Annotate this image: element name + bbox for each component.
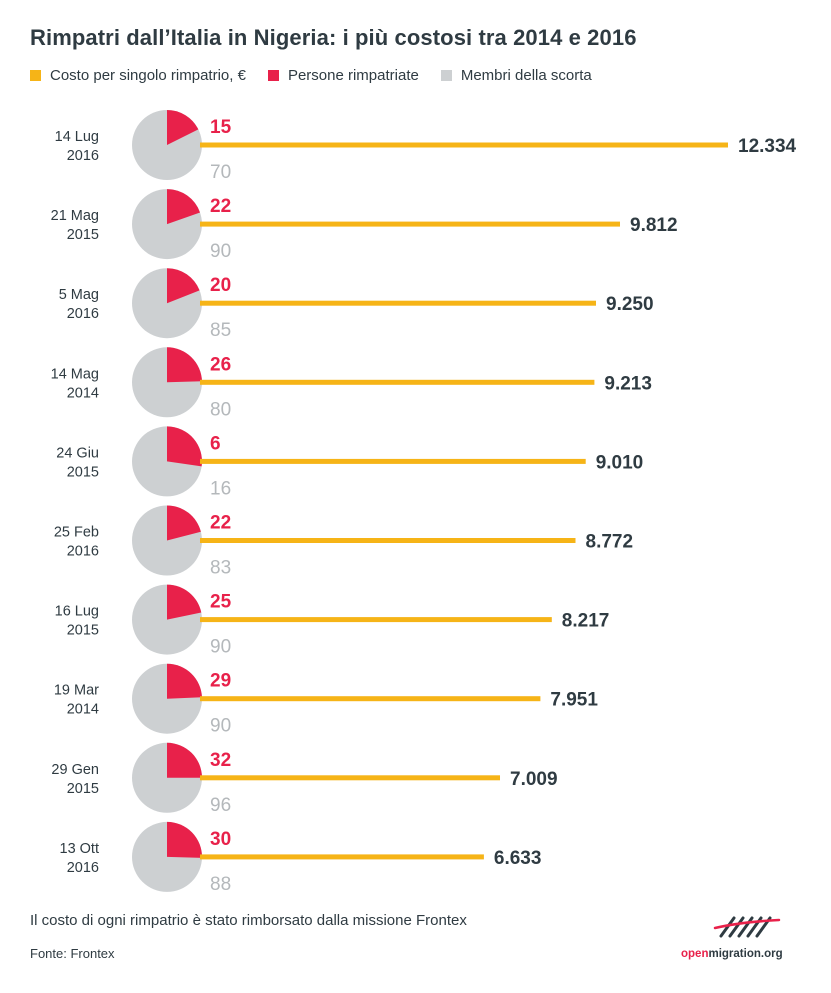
pie-slice-repatriated (167, 742, 202, 778)
cost-bar (200, 696, 541, 702)
repatriated-value-label: 25 (210, 592, 232, 613)
logo-wordmark-rest: migration.org (708, 948, 783, 960)
pie-slice-repatriated (167, 505, 201, 541)
category-label: 21 Mag 2015 (51, 208, 99, 243)
legend-item-escort: Membri della scorta (440, 67, 592, 84)
category-label: 14 Mag 2014 (51, 366, 99, 401)
pie-slice-repatriated (167, 347, 202, 383)
legend-item-repatriated: Persone rimpatriate (267, 67, 419, 84)
category-label: 24 Giu 2015 (56, 445, 99, 480)
pie-slice-repatriated (167, 189, 201, 225)
repatriated-value-label: 20 (210, 275, 231, 296)
cost-value-label: 9.010 (596, 452, 644, 473)
pie-slice-repatriated (167, 110, 199, 145)
escort-value-label: 83 (210, 558, 231, 579)
category-label: 19 Mar 2014 (54, 683, 99, 718)
cost-value-label: 9.250 (606, 294, 654, 315)
pie-slice-repatriated (167, 663, 202, 699)
cost-value-label: 7.009 (510, 769, 558, 790)
cost-bar (200, 458, 586, 464)
pie-slice-repatriated (167, 584, 202, 620)
escort-value-label: 90 (210, 716, 231, 737)
repatriated-value-label: 6 (210, 433, 221, 454)
footnote: Il costo di ogni rimpatrio è stato rimbo… (30, 912, 467, 929)
cost-bar (200, 775, 500, 781)
legend-swatch-escort (440, 70, 452, 81)
cost-value-label: 8.772 (586, 532, 634, 553)
pie-slice-repatriated (167, 268, 200, 304)
category-label: 5 Mag 2016 (59, 287, 99, 322)
escort-value-label: 80 (210, 399, 231, 420)
openmigration-logo-icon (713, 916, 781, 938)
cost-value-label: 7.951 (550, 690, 598, 711)
openmigration-logo[interactable]: openmigration.org (681, 906, 801, 970)
repatriated-value-label: 22 (210, 513, 231, 534)
escort-value-label: 90 (210, 241, 231, 262)
cost-bar (200, 221, 620, 227)
legend-label-cost: Costo per singolo rimpatrio, € (50, 67, 246, 84)
category-label: 16 Lug 2015 (55, 604, 99, 639)
category-label: 14 Lug 2016 (55, 129, 99, 164)
escort-value-label: 88 (210, 874, 231, 895)
repatriated-value-label: 30 (210, 829, 231, 850)
category-label: 25 Feb 2016 (54, 525, 99, 560)
repatriated-value-label: 29 (210, 671, 231, 692)
source-credit: Fonte: Frontex (30, 946, 115, 961)
cost-bar (200, 854, 484, 860)
legend: Costo per singolo rimpatrio, € Persone r… (30, 67, 614, 84)
legend-label-repatriated: Persone rimpatriate (287, 67, 419, 84)
cost-bar (200, 617, 552, 623)
pie-slice-repatriated (167, 426, 202, 467)
escort-value-label: 96 (210, 795, 231, 816)
cost-bar (200, 142, 728, 148)
escort-value-label: 16 (210, 478, 231, 499)
cost-bar (200, 538, 576, 543)
cost-bar (200, 300, 596, 306)
legend-swatch-cost (30, 70, 41, 81)
repatriated-value-label: 22 (210, 196, 231, 217)
cost-value-label: 9.812 (630, 215, 678, 236)
legend-item-cost: Costo per singolo rimpatrio, € (30, 67, 246, 84)
category-label: 13 Ott 2016 (60, 841, 100, 876)
escort-value-label: 85 (210, 320, 231, 341)
logo-wordmark: openmigration.org (681, 948, 783, 960)
legend-label-escort: Membri della scorta (460, 67, 592, 84)
repatriated-value-label: 15 (210, 117, 232, 138)
cost-value-label: 9.213 (604, 373, 652, 394)
escort-value-label: 70 (210, 162, 231, 183)
repatriated-value-label: 32 (210, 750, 231, 771)
cost-bar (200, 379, 595, 385)
logo-wordmark-accent: open (681, 948, 709, 960)
category-label: 29 Gen 2015 (51, 762, 99, 797)
cost-value-label: 8.217 (562, 611, 610, 632)
escort-value-label: 90 (210, 637, 231, 658)
legend-swatch-repatriated (267, 70, 279, 81)
cost-value-label: 6.633 (494, 848, 542, 869)
repatriated-value-label: 26 (210, 354, 231, 375)
pie-slice-repatriated (167, 821, 203, 858)
chart-title: Rimpatri dall’Italia in Nigeria: i più c… (30, 25, 637, 50)
cost-value-label: 12.334 (738, 136, 797, 157)
